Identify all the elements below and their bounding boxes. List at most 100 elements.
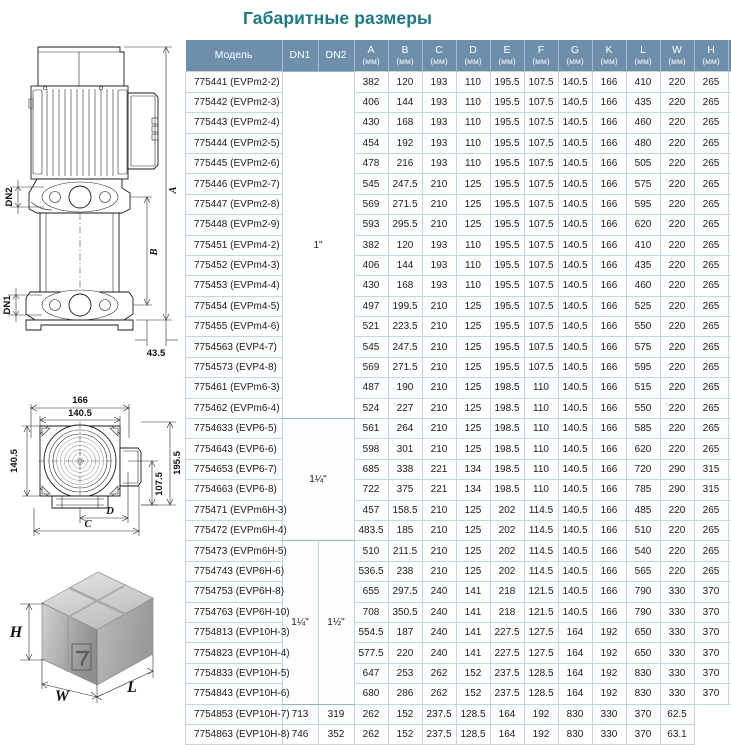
cell-l: 410 <box>626 235 660 255</box>
column-header-dn2: DN2 <box>318 40 354 72</box>
cell-c: 193 <box>422 255 456 275</box>
cell-w: 330 <box>660 602 694 622</box>
cell-b: 247.5 <box>388 337 422 357</box>
cell-model: 775445 (EVPm2-6) <box>186 153 283 173</box>
cell-a: 382 <box>354 235 388 255</box>
cell-e: 218 <box>490 582 524 602</box>
dimensions-table-container: Модель DN1 DN2 A (мм) B (мм) C <box>185 40 731 745</box>
cell-h: 265 <box>694 194 728 214</box>
cell-c: 221 <box>422 459 456 479</box>
cell-d: 110 <box>456 235 490 255</box>
cell-f: 114.5 <box>524 561 558 581</box>
column-header-c: C (мм) <box>422 40 456 72</box>
cell-w: 220 <box>660 276 694 296</box>
cell-f: 107.5 <box>524 194 558 214</box>
cell-w: 220 <box>660 296 694 316</box>
cell-e: 198.5 <box>490 459 524 479</box>
cell-model: 7754813 (EVP10H-3) <box>186 622 283 642</box>
column-header-w-unit: (мм) <box>661 56 694 66</box>
cell-e: 195.5 <box>490 235 524 255</box>
cell-b: 352 <box>318 724 354 744</box>
cell-d: 141 <box>456 602 490 622</box>
column-header-model-label: Модель <box>215 49 253 61</box>
cell-e: 198.5 <box>490 398 524 418</box>
cell-w: 220 <box>660 500 694 520</box>
cell-h: 370 <box>626 704 660 724</box>
cell-a: 478 <box>354 153 388 173</box>
column-header-k-label: K <box>605 44 612 56</box>
cell-model: 775473 (EVPm6H-5) <box>186 541 283 561</box>
column-header-l-unit: (мм) <box>627 56 660 66</box>
cell-dn-merged: 1¼" <box>282 419 354 541</box>
cell-k: 166 <box>592 419 626 439</box>
cell-a: 647 <box>354 663 388 683</box>
cell-f: 127.5 <box>524 622 558 642</box>
dim-label-w-inner-top: 140.5 <box>68 408 92 419</box>
cell-a: 577.5 <box>354 643 388 663</box>
dim-label-offset: 43.5 <box>147 348 166 359</box>
cell-b: 319 <box>318 704 354 724</box>
column-header-k-unit: (мм) <box>593 56 626 66</box>
cell-l: 595 <box>626 357 660 377</box>
cell-c: 193 <box>422 92 456 112</box>
cell-h: 370 <box>694 602 728 622</box>
cell-e: 195.5 <box>490 153 524 173</box>
drawings-panel: DN2 DN1 A <box>0 30 185 723</box>
cell-c: 210 <box>422 296 456 316</box>
cell-e: 202 <box>490 561 524 581</box>
cell-f: 107.5 <box>524 235 558 255</box>
cell-h: 265 <box>694 133 728 153</box>
column-header-b-unit: (мм) <box>389 56 422 66</box>
cell-w: 330 <box>592 724 626 744</box>
cell-w: 220 <box>660 337 694 357</box>
cell-w: 220 <box>660 113 694 133</box>
cell-l: 485 <box>626 500 660 520</box>
cell-g: 140.5 <box>558 255 592 275</box>
cell-a: 569 <box>354 357 388 377</box>
cell-w: 330 <box>660 622 694 642</box>
dim-label-box-l: L <box>126 679 137 696</box>
cell-d: 152 <box>456 684 490 704</box>
cell-e: 195.5 <box>490 113 524 133</box>
cell-h: 265 <box>694 561 728 581</box>
cell-f: 107.5 <box>524 174 558 194</box>
cell-b: 238 <box>388 561 422 581</box>
cell-g: 140.5 <box>558 582 592 602</box>
cell-a: 430 <box>354 276 388 296</box>
cell-a: 561 <box>354 419 388 439</box>
cell-d: 141 <box>456 622 490 642</box>
